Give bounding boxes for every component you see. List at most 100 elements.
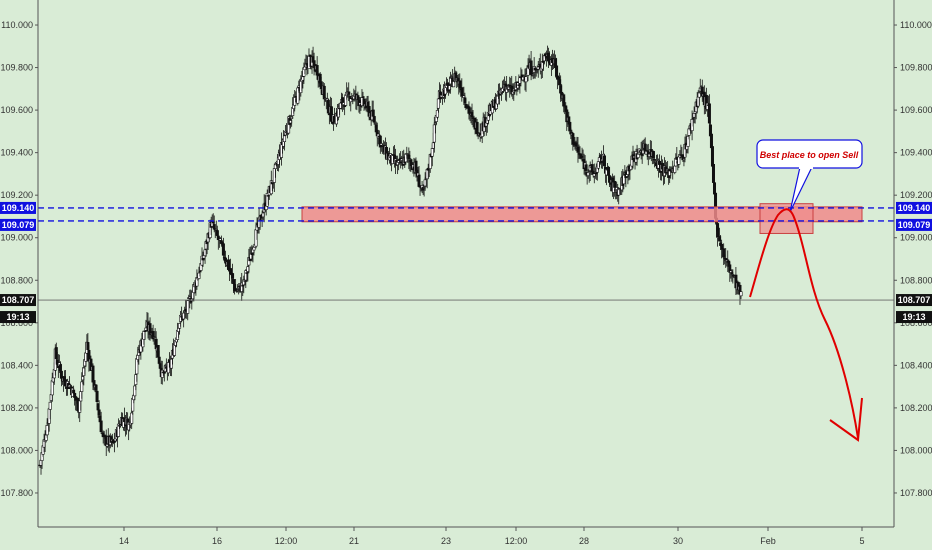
candle-body <box>739 291 743 297</box>
candle-body <box>308 54 312 57</box>
x-tick-label: 28 <box>579 536 589 546</box>
entry-box-rect <box>759 203 814 234</box>
candle-body <box>80 381 84 392</box>
zone-low-badge-right: 109.079 <box>898 220 931 230</box>
candle-body <box>602 155 606 167</box>
candle-body <box>356 95 360 100</box>
candle-body <box>283 135 287 142</box>
candle-body <box>432 124 436 143</box>
candle-body <box>99 420 103 433</box>
x-tick-label: 23 <box>441 536 451 546</box>
candle-body <box>72 389 76 394</box>
candle-body <box>378 135 382 148</box>
candle-body <box>707 103 711 124</box>
last-price-badge-right-bg <box>896 294 932 307</box>
candle-body <box>148 323 152 335</box>
y-tick-label-right: 108.400 <box>900 360 932 370</box>
y-tick-label-left: 109.000 <box>0 233 33 243</box>
candle-body <box>513 90 517 92</box>
candle-body <box>319 81 323 90</box>
candle-body <box>555 65 559 77</box>
candle-body <box>568 121 572 132</box>
candle-body <box>636 153 640 158</box>
candle-body <box>116 423 120 437</box>
zone-high-badge-left-bg <box>0 201 36 214</box>
candle-body <box>157 356 161 364</box>
candle-body <box>495 95 499 105</box>
y-tick-label-left: 107.800 <box>0 488 33 498</box>
candle-body <box>231 273 235 279</box>
candle-body <box>686 136 690 147</box>
zone-high-badge-right-bg <box>896 201 932 214</box>
y-tick-label-left: 108.800 <box>0 275 33 285</box>
callout-pointer-mask <box>799 165 813 169</box>
x-tick-label: 30 <box>673 536 683 546</box>
y-tick-label-right: 108.200 <box>900 403 932 413</box>
candle-body <box>45 425 49 436</box>
y-tick-label-left: 108.000 <box>0 445 33 455</box>
candle-body <box>48 401 52 410</box>
y-tick-label-right: 110.000 <box>900 20 932 30</box>
y-tick-label-left: 110.000 <box>1 20 33 30</box>
y-tick-label-right: 109.600 <box>900 105 932 115</box>
candle-body <box>186 300 190 314</box>
candle-body <box>652 159 656 161</box>
countdown-badge-left: 19:13 <box>6 312 29 322</box>
y-tick-label-right: 108.800 <box>900 275 932 285</box>
y-tick-label-right: 107.800 <box>900 488 932 498</box>
y-tick-label-right: 108.000 <box>900 445 932 455</box>
y-tick-label-right: 109.800 <box>900 63 932 73</box>
projection-arrow-path <box>749 208 859 439</box>
candle-body <box>697 92 701 98</box>
candle-body <box>622 174 626 185</box>
y-tick-label-left: 109.600 <box>0 105 33 115</box>
callout-text: Best place to open Sell <box>760 150 859 160</box>
zone-high-badge-left: 109.140 <box>2 203 35 213</box>
candle-body <box>95 390 99 402</box>
candle-body <box>584 164 588 171</box>
candle-body <box>460 87 464 96</box>
x-tick-label: 16 <box>212 536 222 546</box>
zone-low-badge-right-bg <box>896 218 932 231</box>
y-tick-label-right: 109.000 <box>900 233 932 243</box>
x-tick-label: 14 <box>119 536 129 546</box>
x-tick-label: 5 <box>859 536 864 546</box>
candle-body <box>232 279 236 285</box>
candle-body <box>711 163 715 183</box>
last-price-badge-right: 108.707 <box>898 295 931 305</box>
candle-body <box>349 98 353 103</box>
candle-body <box>273 164 277 170</box>
x-tick-label: 12:00 <box>505 536 528 546</box>
candle-body <box>673 165 677 173</box>
projection-arrowhead <box>829 397 863 442</box>
zone-low-badge-left: 109.079 <box>2 220 35 230</box>
sell-zone-rect <box>301 206 863 223</box>
candle-body <box>722 248 726 258</box>
candle-body <box>130 412 134 424</box>
y-tick-label-right: 109.200 <box>900 190 932 200</box>
x-tick-label: 21 <box>349 536 359 546</box>
x-tick-label: 12:00 <box>275 536 298 546</box>
zone-low-badge-left-bg <box>0 218 36 231</box>
y-tick-label-left: 109.200 <box>0 190 33 200</box>
y-tick-label-right: 109.400 <box>900 148 932 158</box>
candle-body <box>436 98 440 109</box>
candle-body <box>133 385 137 397</box>
countdown-badge-left-bg <box>0 311 36 324</box>
countdown-badge-right: 19:13 <box>902 312 925 322</box>
candle-body <box>435 110 439 118</box>
last-price-badge-left: 108.707 <box>2 295 35 305</box>
candle-body <box>296 87 300 104</box>
last-price-badge-left-bg <box>0 294 36 307</box>
candle-body <box>143 330 147 332</box>
zone-high-badge-right: 109.140 <box>898 203 931 213</box>
countdown-badge-right-bg <box>896 311 932 324</box>
y-tick-label-left: 109.400 <box>0 148 33 158</box>
candle-body <box>452 81 456 88</box>
candle-body <box>524 76 528 83</box>
y-tick-label-left: 108.400 <box>0 360 33 370</box>
y-tick-label-left: 109.800 <box>0 63 33 73</box>
y-tick-label-left: 108.200 <box>0 403 33 413</box>
